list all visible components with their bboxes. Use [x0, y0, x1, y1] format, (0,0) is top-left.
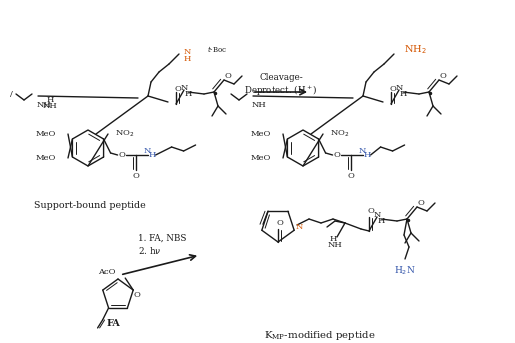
Text: N: N	[373, 211, 381, 219]
Text: N: N	[183, 48, 191, 56]
Text: NH$_2$: NH$_2$	[404, 44, 427, 56]
Text: O: O	[118, 151, 125, 159]
Text: NO$_2$: NO$_2$	[115, 129, 134, 139]
Text: NH: NH	[43, 102, 57, 110]
Text: H: H	[364, 151, 371, 159]
Text: N: N	[396, 84, 403, 92]
Text: H: H	[149, 151, 156, 159]
Text: N: N	[295, 223, 303, 231]
Text: O: O	[347, 172, 354, 180]
Text: Support-bound peptide: Support-bound peptide	[34, 201, 146, 210]
Text: NH: NH	[328, 241, 342, 249]
Text: MeO: MeO	[251, 130, 271, 138]
Text: H: H	[46, 96, 54, 104]
Text: NO$_2$: NO$_2$	[330, 129, 350, 139]
Text: O: O	[333, 151, 340, 159]
Text: O: O	[277, 219, 283, 227]
Text: 2. h$\nu$: 2. h$\nu$	[138, 245, 161, 256]
Text: MeO: MeO	[36, 130, 56, 138]
Text: N: N	[359, 147, 366, 155]
Text: O: O	[440, 72, 447, 80]
Text: FA: FA	[106, 319, 120, 328]
Text: /: /	[10, 90, 12, 98]
Text: MeO: MeO	[251, 154, 271, 162]
Text: Deprotect. (H$^+$): Deprotect. (H$^+$)	[244, 83, 318, 97]
Text: K$_{\mathregular{MP}}$-modified peptide: K$_{\mathregular{MP}}$-modified peptide	[264, 330, 376, 343]
Text: H: H	[399, 90, 407, 98]
Text: $t$-Boc: $t$-Boc	[207, 44, 227, 54]
Text: H: H	[377, 217, 385, 225]
Text: O: O	[418, 199, 424, 207]
Text: H: H	[184, 90, 192, 98]
Text: NH: NH	[37, 101, 52, 109]
Text: O: O	[368, 207, 374, 215]
Text: O: O	[175, 85, 181, 93]
Text: 1. FA, NBS: 1. FA, NBS	[138, 234, 186, 243]
Text: O: O	[389, 85, 397, 93]
Text: H: H	[329, 235, 337, 243]
Text: H$_2$N: H$_2$N	[394, 265, 416, 277]
Text: N: N	[180, 84, 187, 92]
Text: O: O	[133, 291, 141, 299]
Text: O: O	[132, 172, 139, 180]
Text: AcO: AcO	[98, 268, 115, 276]
Text: NH: NH	[252, 101, 266, 109]
Text: Cleavage-: Cleavage-	[259, 73, 303, 83]
Text: O: O	[225, 72, 231, 80]
Text: MeO: MeO	[36, 154, 56, 162]
Text: N: N	[144, 147, 151, 155]
Text: H: H	[183, 55, 191, 63]
